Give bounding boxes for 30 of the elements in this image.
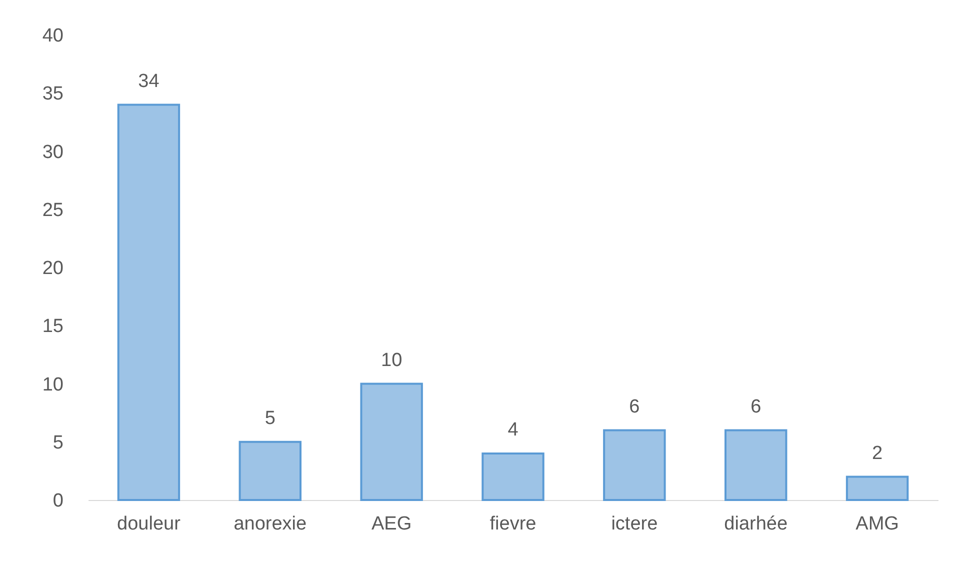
bar [482,452,544,501]
data-label: 34 [138,70,160,92]
y-tick-label: 35 [42,84,64,105]
bar [238,440,302,501]
y-tick-label: 40 [42,26,64,46]
bar [117,104,180,501]
y-tick-label: 20 [42,258,64,279]
x-tick-label: AMG [856,514,899,534]
y-tick-label: 30 [42,142,64,163]
data-label: 10 [381,350,402,371]
data-label: 6 [629,396,640,418]
x-tick-label: AEG [372,514,412,534]
x-tick-label: anorexie [234,514,307,534]
y-tick-label: 10 [42,374,64,396]
bar [360,382,423,501]
bar [724,429,788,501]
x-tick-label: douleur [117,514,182,534]
y-tick-label: 0 [52,490,64,512]
x-tick-label: fievre [490,514,536,534]
bar [846,476,909,501]
y-tick-label: 15 [42,316,64,338]
data-label: 2 [872,442,883,464]
x-tick-label: diarhée [724,514,788,534]
y-tick-label: 25 [42,200,64,221]
bar [603,429,666,501]
x-tick-label: ictere [611,514,658,534]
data-label: 6 [750,396,762,418]
y-tick-label: 5 [52,432,64,454]
data-label: 4 [508,420,519,440]
data-label: 5 [264,408,276,429]
